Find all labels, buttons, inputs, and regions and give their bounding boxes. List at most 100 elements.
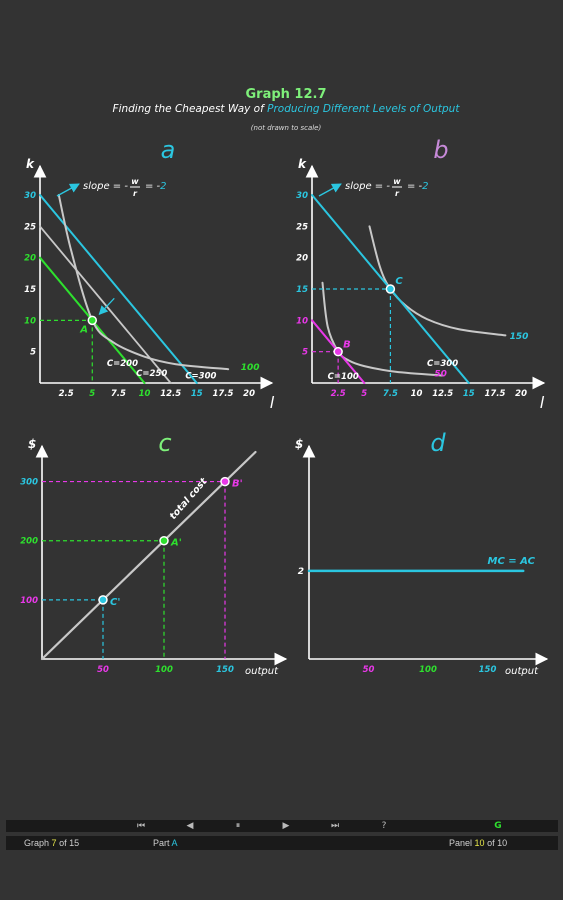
panel-b-x-tick-label: 5 (361, 389, 367, 399)
label-c250: C=250 (136, 369, 167, 379)
play-icon[interactable]: ▶ (282, 821, 290, 831)
panel-a-y-tick-label: 20 (24, 254, 36, 264)
prev-icon[interactable]: ◀ (186, 821, 194, 831)
point-c-marker (385, 284, 396, 294)
panel-letter-d: d (430, 429, 446, 457)
panel-a-y-axis-label: k (26, 157, 35, 171)
total-cost-line (40, 450, 257, 661)
panel-b-x-tick-label: 2.5 (331, 389, 346, 399)
point-a-prime-marker (159, 535, 169, 546)
point-b-prime-marker (220, 476, 230, 487)
point-b-label: B (343, 340, 351, 351)
panel-a-slope-denominator: r (133, 189, 138, 198)
panel-b-slope-prefix: slope = - (345, 181, 390, 192)
panel-counter: Panel 10 of 10 (449, 838, 508, 848)
panel-b-y-tick-label: 30 (296, 191, 308, 201)
panel-b-x-tick-label: 7.5 (383, 389, 398, 399)
panel-a-x-tick-label: 15 (191, 389, 203, 399)
panel-d-average-cost-chart: $ output MC = AC 2 50 100 150 (295, 437, 549, 677)
panel-b-x-tick-label: 20 (515, 389, 527, 399)
point-b-marker (333, 346, 343, 357)
panel-a-y-tick-label: 25 (24, 222, 36, 232)
panel-a-y-tick-label: 5 (30, 348, 36, 358)
point-c-prime-label: C' (110, 597, 120, 608)
panel-a-x-axis-label: l (270, 393, 275, 412)
panel-c-x-axis-label: output (245, 666, 279, 677)
panel-b-x-axis-label: l (540, 393, 545, 412)
point-c-prime-marker (98, 595, 108, 605)
glossary-icon[interactable]: G (494, 821, 502, 831)
panel-c-total-cost-chart: $ output C' A' B' total cost 300 200 100 50 100 150 (20, 437, 288, 677)
panel-a-slope-numerator: w (131, 177, 139, 186)
panel-d-y-axis-label: $ (295, 437, 303, 451)
panel-letter-c: c (158, 429, 171, 457)
panel-a-x-tick-label: 17.5 (212, 389, 233, 399)
isocost-line-c250 (39, 225, 172, 384)
panel-a-y-tick-label: 30 (24, 191, 36, 201)
panel-a-x-tick-label: 10 (139, 389, 151, 399)
graph-title: Graph 12.7 (245, 87, 326, 102)
status-bar: Graph 7 of 15 Part A Panel 10 of 10 (6, 836, 558, 850)
isocost-line-c300 (39, 194, 198, 384)
scale-note: (not drawn to scale) (251, 124, 322, 132)
label-isoquant-50: 50 (434, 370, 447, 380)
panel-b-slope-numerator: w (393, 177, 401, 186)
panel-d-x-tick-label: 50 (363, 665, 375, 675)
panel-c-x-tick-label: 150 (216, 665, 234, 675)
label-c200: C=200 (107, 359, 138, 369)
panel-b-y-tick-label: 15 (296, 285, 308, 295)
panel-b-x-tick-label: 15 (463, 389, 475, 399)
panel-d-y-tick-label: 2 (298, 567, 304, 577)
panel-c-y-tick-label: 200 (20, 537, 38, 547)
point-b-prime-label: B' (232, 479, 243, 490)
panel-a-y-tick-label: 10 (24, 316, 36, 326)
last-icon[interactable]: ⏭ (330, 821, 340, 831)
part-indicator: Part A (153, 838, 178, 848)
label-c300: C=300 (427, 359, 458, 369)
panel-b-x-tick-label: 12.5 (432, 389, 453, 399)
label-isoquant-100: 100 (241, 363, 260, 373)
panel-a-slope-prefix: slope = - (83, 181, 128, 192)
panel-b-slope-arrow (318, 183, 342, 197)
total-cost-label: total cost (168, 476, 210, 522)
isoquant-150 (368, 225, 507, 337)
panel-b-x-tick-label: 10 (411, 389, 423, 399)
panel-letter-b: b (433, 136, 448, 164)
panel-letter-a: a (161, 136, 176, 164)
panel-b-y-tick-label: 25 (296, 222, 308, 232)
panel-a-x-tick-label: 2.5 (59, 389, 74, 399)
panel-a-slope-arrow (56, 183, 80, 197)
panel-b-x-tick-label: 17.5 (484, 389, 505, 399)
panel-c-y-axis-label: $ (28, 437, 36, 451)
label-c100: C=100 (328, 372, 359, 382)
help-icon[interactable]: ? (381, 821, 387, 831)
graph-counter: Graph 7 of 15 (24, 838, 80, 848)
panel-a-x-tick-label: 20 (243, 389, 255, 399)
panel-c-x-tick-label: 100 (155, 665, 173, 675)
label-c300: C=300 (185, 371, 216, 381)
point-a-marker (87, 315, 98, 326)
panel-c-y-tick-label: 300 (20, 478, 38, 488)
first-icon[interactable]: ⏮ (136, 821, 146, 831)
panel-a-y-tick-label: 15 (24, 285, 36, 295)
point-a-prime-label: A' (170, 538, 182, 549)
panel-a-x-tick-label: 12.5 (160, 389, 181, 399)
panel-b-y-tick-label: 20 (296, 254, 308, 264)
panel-d-x-axis-label: output (505, 666, 539, 677)
isoquant-100 (57, 194, 230, 371)
panel-b-y-axis-label: k (298, 157, 307, 171)
graph-subtitle: Finding the Cheapest Way of Producing Di… (113, 103, 461, 115)
panel-d-x-tick-label: 150 (479, 665, 497, 675)
panel-b-y-tick-label: 5 (302, 348, 308, 358)
panel-b-slope-value: = -2 (407, 181, 429, 192)
playback-controls: ⏮ ◀ ⏸ ▶ ⏭ ? G (6, 820, 558, 832)
panel-a-x-tick-label: 7.5 (111, 389, 126, 399)
pause-icon[interactable]: ⏸ (235, 821, 241, 831)
point-a-arrow (98, 297, 115, 316)
label-isoquant-150: 150 (510, 332, 529, 342)
panel-b-y-tick-label: 10 (296, 316, 308, 326)
point-a-label: A (79, 324, 88, 335)
panel-a-slope-value: = -2 (145, 181, 167, 192)
point-c-label: C (395, 276, 403, 287)
